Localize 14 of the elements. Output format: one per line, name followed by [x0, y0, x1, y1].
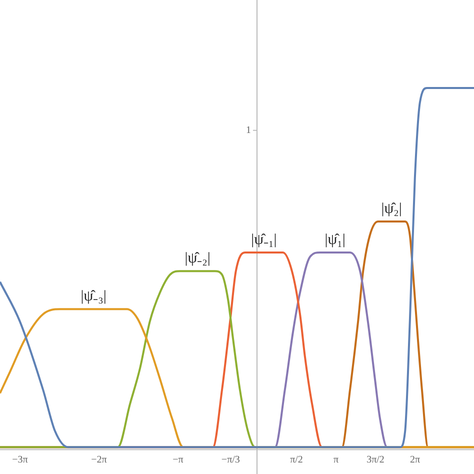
annotation: 1 — [246, 124, 251, 136]
x-tick-label: 2π — [410, 454, 420, 466]
series-label: |ψ̂₋₃| — [80, 288, 106, 305]
series-label: |ψ̂₋₂| — [184, 250, 210, 267]
x-tick-label: −3π — [12, 454, 28, 466]
series-label: |ψ̂₁| — [324, 232, 346, 248]
series-label: |ψ̂₂| — [381, 200, 402, 217]
x-tick-label: −π/3 — [221, 454, 240, 466]
x-tick-label: π — [333, 454, 339, 466]
x-tick-label: −π — [172, 454, 184, 466]
x-tick-label: π/2 — [290, 454, 303, 466]
x-tick-label: 3π/2 — [366, 454, 384, 466]
x-tick-label: −2π — [91, 454, 107, 466]
series-label: |ψ̂₋₁| — [251, 232, 277, 248]
